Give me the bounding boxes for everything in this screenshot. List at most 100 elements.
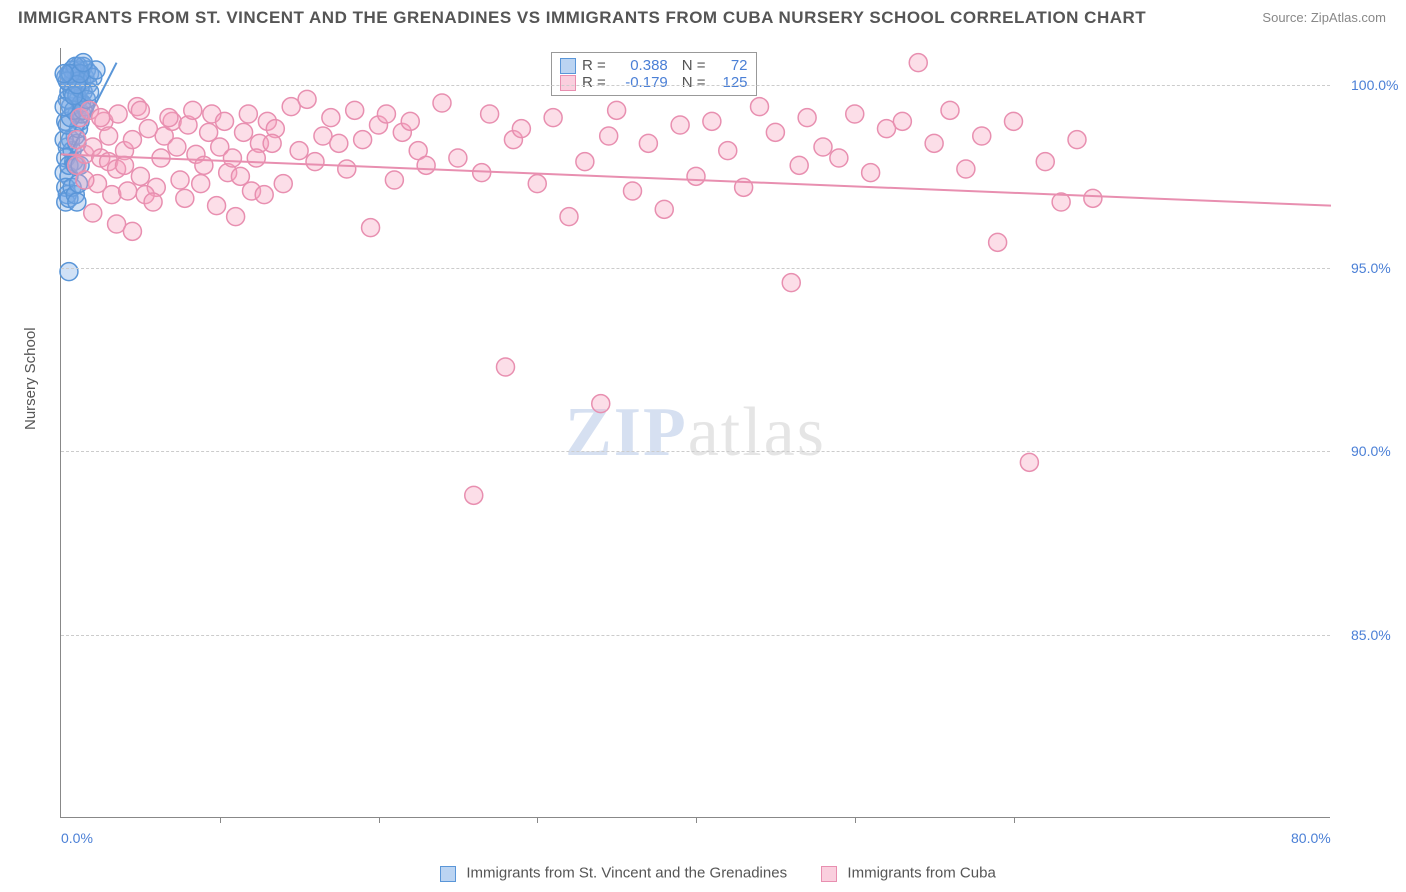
scatter-point xyxy=(84,204,102,222)
scatter-point xyxy=(377,105,395,123)
scatter-point xyxy=(346,101,364,119)
scatter-point xyxy=(989,233,1007,251)
scatter-point xyxy=(184,101,202,119)
xtick-mark xyxy=(537,817,538,823)
scatter-point xyxy=(941,101,959,119)
scatter-point xyxy=(751,98,769,116)
scatter-point xyxy=(119,182,137,200)
swatch-cuba-icon xyxy=(560,75,576,91)
ytick-label: 100.0% xyxy=(1351,77,1398,93)
scatter-point xyxy=(92,109,110,127)
scatter-point xyxy=(1068,131,1086,149)
scatter-point xyxy=(354,131,372,149)
scatter-point xyxy=(401,112,419,130)
source-label: Source: ZipAtlas.com xyxy=(1262,10,1386,25)
scatter-point xyxy=(512,120,530,138)
scatter-point xyxy=(235,123,253,141)
scatter-point xyxy=(449,149,467,167)
scatter-point xyxy=(76,171,94,189)
scatter-point xyxy=(338,160,356,178)
swatch-svg-icon xyxy=(560,58,576,74)
xtick-mark xyxy=(855,817,856,823)
scatter-point xyxy=(362,219,380,237)
scatter-point xyxy=(144,193,162,211)
scatter-point xyxy=(481,105,499,123)
scatter-point xyxy=(103,186,121,204)
y-axis-label: Nursery School xyxy=(22,327,39,430)
scatter-point xyxy=(131,101,149,119)
scatter-point xyxy=(639,134,657,152)
scatter-point xyxy=(298,90,316,108)
ytick-label: 95.0% xyxy=(1351,260,1391,276)
xtick-mark xyxy=(1014,817,1015,823)
scatter-point xyxy=(131,167,149,185)
gridline-h xyxy=(61,268,1330,269)
scatter-point xyxy=(465,486,483,504)
scatter-point xyxy=(560,208,578,226)
scatter-point xyxy=(1036,153,1054,171)
correlation-legend: R = 0.388 N = 72 R = -0.179 N = 125 xyxy=(551,52,757,96)
scatter-point xyxy=(798,109,816,127)
source-value: ZipAtlas.com xyxy=(1311,10,1386,25)
scatter-point xyxy=(687,167,705,185)
scatter-point xyxy=(192,175,210,193)
scatter-point xyxy=(216,112,234,130)
legend-bottom: Immigrants from St. Vincent and the Gren… xyxy=(0,864,1406,882)
legend-row-svg: R = 0.388 N = 72 xyxy=(560,57,748,74)
scatter-point xyxy=(528,175,546,193)
xtick-mark xyxy=(696,817,697,823)
scatter-point xyxy=(600,127,618,145)
xtick-mark xyxy=(220,817,221,823)
n-label: N = xyxy=(682,74,706,91)
scatter-point xyxy=(433,94,451,112)
legend-label-svg: Immigrants from St. Vincent and the Gren… xyxy=(466,865,787,882)
n-value-svg: 72 xyxy=(712,57,748,74)
gridline-h xyxy=(61,451,1330,452)
scatter-point xyxy=(68,193,86,211)
legend-label-cuba: Immigrants from Cuba xyxy=(847,865,995,882)
scatter-point xyxy=(68,131,86,149)
xtick-mark xyxy=(379,817,380,823)
scatter-point xyxy=(231,167,249,185)
scatter-point xyxy=(385,171,403,189)
scatter-point xyxy=(862,164,880,182)
scatter-point xyxy=(608,101,626,119)
scatter-point xyxy=(247,149,265,167)
scatter-point xyxy=(100,127,118,145)
scatter-point xyxy=(239,105,257,123)
scatter-point xyxy=(497,358,515,376)
xtick-label: 80.0% xyxy=(1291,830,1331,846)
scatter-point xyxy=(766,123,784,141)
scatter-point xyxy=(703,112,721,130)
scatter-point xyxy=(123,131,141,149)
scatter-point xyxy=(223,149,241,167)
scatter-point xyxy=(227,208,245,226)
scatter-point xyxy=(846,105,864,123)
scatter-point xyxy=(306,153,324,171)
scatter-point xyxy=(74,54,92,72)
swatch-svg-bottom-icon xyxy=(440,866,456,882)
ytick-label: 90.0% xyxy=(1351,443,1391,459)
scatter-point xyxy=(255,186,273,204)
scatter-point xyxy=(274,175,292,193)
scatter-point xyxy=(171,171,189,189)
scatter-svg xyxy=(61,48,1330,817)
scatter-point xyxy=(473,164,491,182)
r-label: R = xyxy=(582,57,606,74)
scatter-point xyxy=(1084,189,1102,207)
r-label: R = xyxy=(582,74,606,91)
scatter-point xyxy=(973,127,991,145)
scatter-point xyxy=(208,197,226,215)
n-value-cuba: 125 xyxy=(712,74,748,91)
scatter-point xyxy=(719,142,737,160)
scatter-point xyxy=(160,109,178,127)
scatter-point xyxy=(176,189,194,207)
scatter-point xyxy=(957,160,975,178)
gridline-h xyxy=(61,85,1330,86)
scatter-point xyxy=(1020,453,1038,471)
xtick-label: 0.0% xyxy=(61,830,93,846)
scatter-point xyxy=(55,65,73,83)
scatter-point xyxy=(60,263,78,281)
chart-plot-area: ZIPatlas R = 0.388 N = 72 R = -0.179 N =… xyxy=(60,48,1330,818)
legend-row-cuba: R = -0.179 N = 125 xyxy=(560,74,748,91)
